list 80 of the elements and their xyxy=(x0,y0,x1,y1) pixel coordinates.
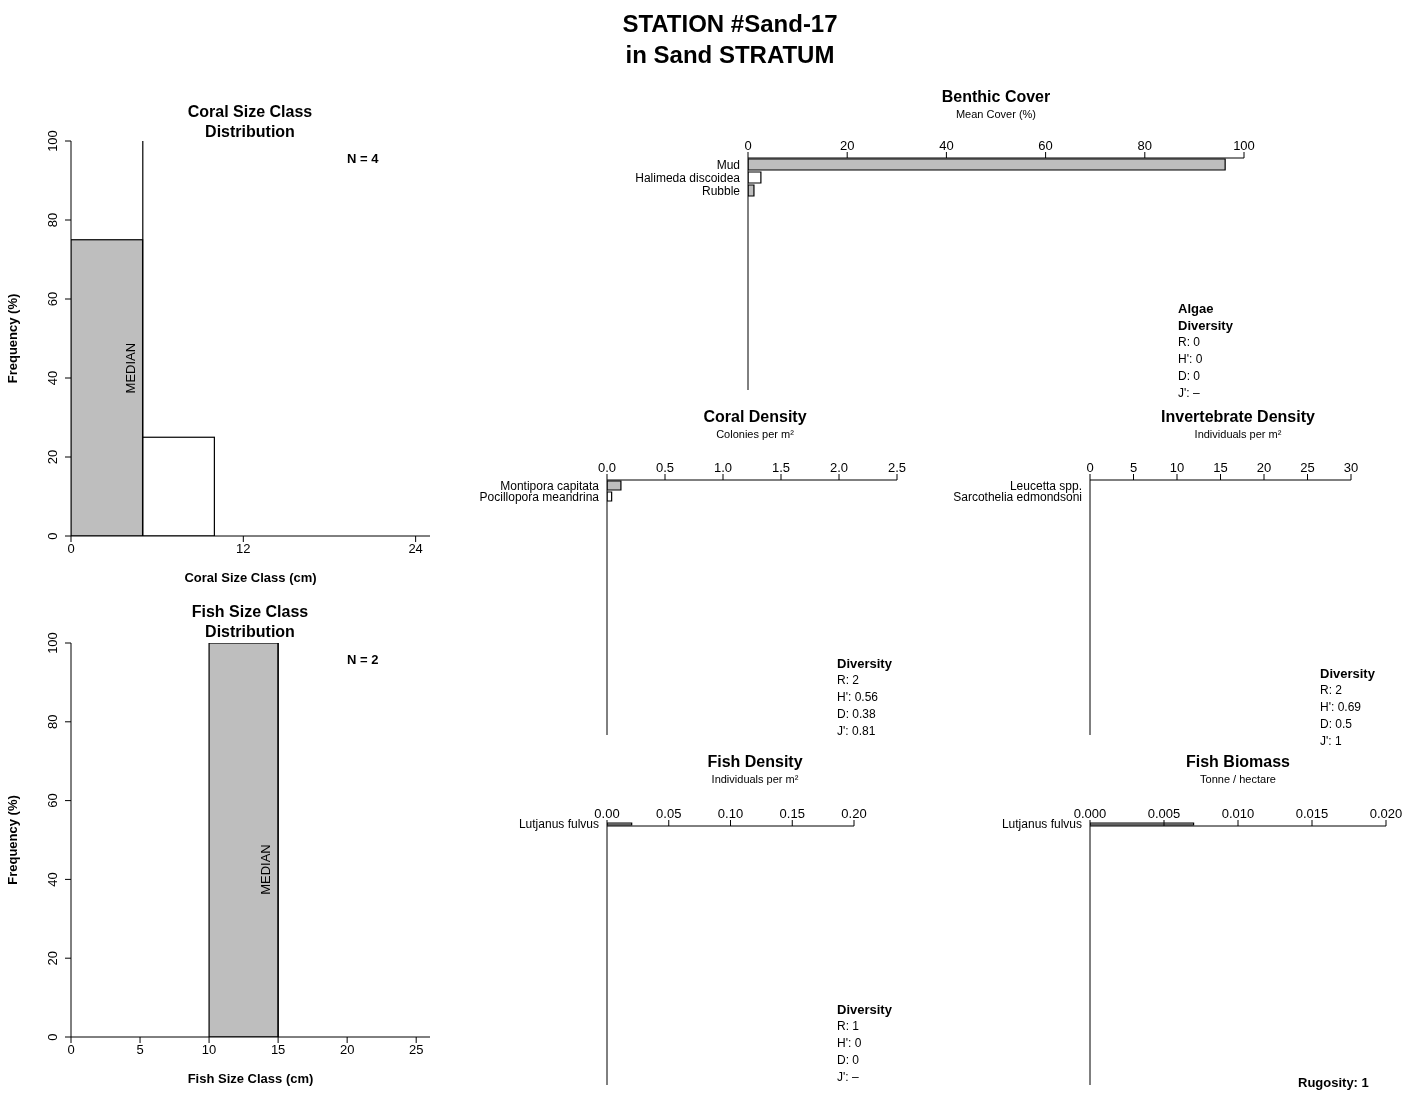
y-tick-label: 20 xyxy=(45,449,60,465)
x-tick-label: 20 xyxy=(839,138,855,153)
y-tick-label: 0 xyxy=(45,532,60,540)
text: in Sand STRATUM xyxy=(624,40,836,70)
x-tick-label: 100 xyxy=(1233,138,1255,153)
x-axis-title: Fish Size Class (cm) xyxy=(187,1071,314,1086)
x-tick-label: 1.0 xyxy=(713,460,733,475)
text: R: 2 H': 0.69 D: 0.5 J': 1 xyxy=(1320,682,1362,750)
x-tick-label: 0.0 xyxy=(597,460,617,475)
y-tick-label: 60 xyxy=(45,793,60,808)
annotation: N = 2 xyxy=(347,651,379,668)
x-tick-label: 25 xyxy=(1300,460,1315,475)
chart-title: Coral Size Class Distribution xyxy=(186,102,314,142)
annotation: N = 4 xyxy=(347,150,379,167)
x-tick-label: 25 xyxy=(408,1042,424,1058)
y-tick-label: Halimeda discoidea xyxy=(635,170,741,185)
x-tick-label: 24 xyxy=(408,541,423,557)
x-tick-label: 0.005 xyxy=(1147,806,1181,821)
x-axis-title: Mean Cover (%) xyxy=(954,107,1038,121)
x-tick-label: 10 xyxy=(1169,460,1185,475)
x-tick-label: 2.5 xyxy=(887,460,907,475)
x-tick-label: 0 xyxy=(67,541,75,557)
x-tick-label: 0 xyxy=(1086,460,1094,475)
x-tick-label: 0.020 xyxy=(1369,806,1403,821)
x-tick-label: 0.05 xyxy=(656,806,682,821)
x-axis-title: Individuals per m² xyxy=(710,772,800,786)
x-tick-label: 12 xyxy=(236,541,251,557)
x-tick-label: 30 xyxy=(1343,460,1359,475)
x-tick-label: 40 xyxy=(939,138,954,153)
x-tick-label: 80 xyxy=(1137,138,1153,153)
text: Rugosity: 1 xyxy=(1298,1074,1369,1091)
x-tick-label: 0.20 xyxy=(841,806,867,821)
text: Diversity xyxy=(1320,665,1375,682)
x-tick-label: 0.015 xyxy=(1295,806,1329,821)
y-tick-label: 0 xyxy=(45,1033,60,1041)
text: Diversity xyxy=(837,655,892,672)
y-tick-label: 80 xyxy=(45,714,60,730)
y-tick-label: 100 xyxy=(45,632,60,654)
x-tick-label: 1.5 xyxy=(771,460,791,475)
y-tick-label: Mud xyxy=(716,157,740,172)
text: R: 1 H': 0 D: 0 J': – xyxy=(837,1018,863,1086)
x-tick-label: 10 xyxy=(201,1042,217,1058)
chart-title: Coral Density xyxy=(702,407,808,427)
x-axis-title: Colonies per m² xyxy=(715,427,795,441)
text: Algae Diversity xyxy=(1178,300,1234,334)
chart-title: Benthic Cover xyxy=(940,87,1052,107)
y-tick-label: 60 xyxy=(45,291,60,307)
x-tick-label: 0.15 xyxy=(779,806,805,821)
y-tick-label: 80 xyxy=(45,212,60,228)
x-tick-label: 0.10 xyxy=(717,806,744,821)
y-tick-label: 40 xyxy=(45,370,60,386)
x-tick-label: 0 xyxy=(67,1042,75,1058)
x-tick-label: 15 xyxy=(1213,460,1228,475)
x-tick-label: 0 xyxy=(744,138,752,153)
x-tick-label: 20 xyxy=(339,1042,355,1058)
x-tick-label: 0.5 xyxy=(655,460,675,475)
y-tick-label: Rubble xyxy=(701,183,741,198)
chart-title: Fish Biomass xyxy=(1185,752,1291,772)
y-axis-title: Frequency (%) xyxy=(4,795,20,885)
x-tick-label: 15 xyxy=(270,1042,286,1058)
chart-title: Invertebrate Density xyxy=(1160,407,1316,427)
text: STATION #Sand-17 xyxy=(621,9,839,39)
text: R: 0 H': 0 D: 0 J': – xyxy=(1178,334,1204,402)
chart-title: Fish Density xyxy=(706,752,804,772)
x-tick-label: 5 xyxy=(1129,460,1138,475)
x-tick-label: 0.010 xyxy=(1221,806,1255,821)
x-axis-title: Tonne / hectare xyxy=(1199,772,1277,786)
x-tick-label: 20 xyxy=(1256,460,1272,475)
y-tick-label: 20 xyxy=(45,950,60,966)
y-axis-title: Frequency (%) xyxy=(4,293,20,384)
x-tick-label: 5 xyxy=(136,1042,144,1058)
text: Diversity xyxy=(837,1001,892,1018)
y-tick-label: 40 xyxy=(45,872,60,887)
ref-line-label: MEDIAN xyxy=(122,342,138,394)
x-axis-title: Coral Size Class (cm) xyxy=(184,570,317,585)
ref-line-label: MEDIAN xyxy=(258,844,274,895)
text: R: 2 H': 0.56 D: 0.38 J': 0.81 xyxy=(837,672,879,740)
x-tick-label: 2.0 xyxy=(829,460,849,475)
x-axis-title: Individuals per m² xyxy=(1193,427,1283,441)
chart-title: Fish Size Class Distribution xyxy=(190,602,310,642)
